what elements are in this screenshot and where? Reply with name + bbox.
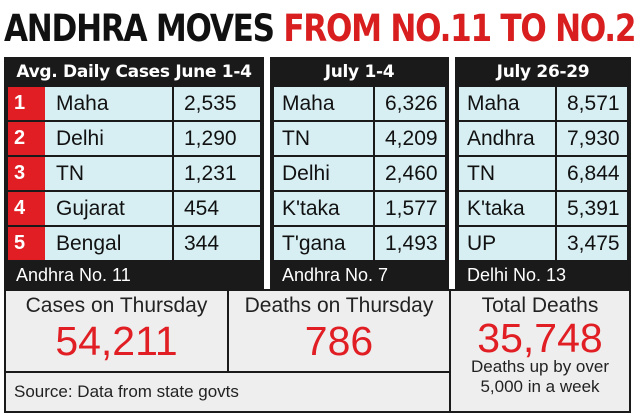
rank-badge: 1 [8,87,45,120]
table-row: K'taka 5,391 [459,192,627,225]
rank-badge: 4 [8,192,45,225]
panel-footer: Andhra No. 11 [16,265,131,285]
stats-section: Cases on Thursday 54,211 Deaths on Thurs… [4,289,631,413]
source-note: Source: Data from state govts [6,373,449,411]
table-row: 3 TN 1,231 [8,157,260,190]
panel-header: Avg. Daily Cases June 1-4 [16,62,252,82]
state-name: Maha [467,92,520,115]
state-name: UP [467,232,497,255]
case-value: 2,460 [373,157,445,190]
panel-june: Avg. Daily Cases June 1-4 1 Maha 2,535 2… [4,57,264,289]
headline-part-1: ANDHRA MOVES [4,7,275,50]
total-deaths-label: Total Deaths [481,294,599,317]
case-value: 2,535 [172,87,260,120]
table-row: TN 6,844 [459,157,627,190]
state-name: TN [282,127,310,150]
total-deaths-note-line-2: 5,000 in a week [480,377,600,396]
case-value: 4,209 [373,122,445,155]
table-row: 1 Maha 2,535 [8,87,260,120]
total-deaths-note-line-1: Deaths up by over [471,357,609,376]
case-value: 1,577 [373,192,445,225]
state-name: Delhi [56,127,104,150]
case-value: 8,571 [555,87,627,120]
table-row: Maha 8,571 [459,87,627,120]
state-name: K'taka [467,197,525,220]
state-name: Maha [282,92,335,115]
state-name: Gujarat [56,197,125,220]
state-name: Delhi [282,162,330,185]
case-value: 3,475 [555,227,627,260]
deaths-box: Deaths on Thursday 786 [229,291,449,371]
case-value: 1,290 [172,122,260,155]
state-name: Bengal [56,232,122,255]
rank-badge: 3 [8,157,45,190]
table-row: Delhi 2,460 [274,157,445,190]
total-deaths-box: Total Deaths 35,748 Deaths up by over 5,… [451,291,629,411]
state-name: T'gana [282,232,346,255]
panel-july-26-29: July 26-29 Maha 8,571 Andhra 7,930 TN 6,… [455,57,631,289]
case-value: 6,844 [555,157,627,190]
case-value: 1,231 [172,157,260,190]
table-row: T'gana 1,493 [274,227,445,260]
deaths-label: Deaths on Thursday [244,294,434,317]
case-value: 6,326 [373,87,445,120]
state-name: K'taka [282,197,340,220]
headline: ANDHRA MOVES FROM NO.11 TO NO.2 [4,4,635,54]
rank-badge: 2 [8,122,45,155]
panel-footer: Andhra No. 7 [282,265,389,285]
case-value: 344 [172,227,260,260]
case-value: 454 [172,192,260,225]
cases-value: 54,211 [55,318,178,364]
table-row: K'taka 1,577 [274,192,445,225]
state-name: Maha [56,92,109,115]
table-row: 2 Delhi 1,290 [8,122,260,155]
panel-header: July 26-29 [496,62,590,82]
panel-footer: Delhi No. 13 [467,265,567,285]
table-row: Andhra 7,930 [459,122,627,155]
panel-header: July 1-4 [324,62,395,82]
case-value: 7,930 [555,122,627,155]
state-name: Andhra [467,127,535,150]
state-name: TN [56,162,84,185]
deaths-value: 786 [304,318,374,364]
cases-box: Cases on Thursday 54,211 [6,291,227,371]
table-row: UP 3,475 [459,227,627,260]
cases-label: Cases on Thursday [25,294,208,317]
rank-badge: 5 [8,227,45,260]
case-value: 5,391 [555,192,627,225]
case-value: 1,493 [373,227,445,260]
state-name: TN [467,162,495,185]
table-row: 5 Bengal 344 [8,227,260,260]
total-deaths-value: 35,748 [477,315,603,361]
table-row: Maha 6,326 [274,87,445,120]
panel-july-1-4: July 1-4 Maha 6,326 TN 4,209 Delhi 2,460… [270,57,449,289]
table-row: 4 Gujarat 454 [8,192,260,225]
headline-part-2: FROM NO.11 TO NO.2 [283,7,635,50]
table-row: TN 4,209 [274,122,445,155]
